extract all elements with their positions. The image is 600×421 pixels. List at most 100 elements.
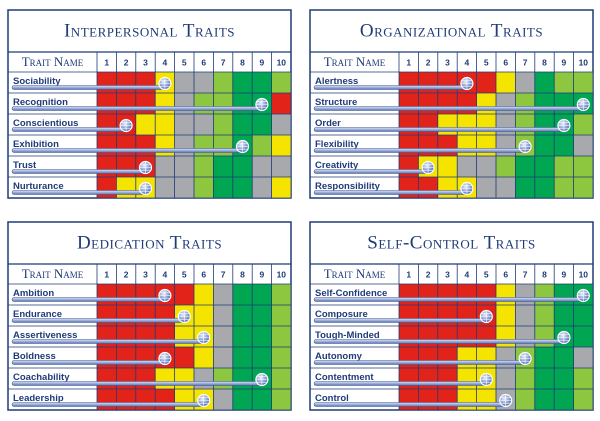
column-number: 7 [221,57,226,67]
score-cell [418,177,438,198]
score-cell [194,114,214,135]
score-cell [213,326,233,347]
knob-globe [519,140,532,153]
column-number: 4 [465,269,470,279]
column-number: 1 [406,269,411,279]
score-cell [399,114,419,135]
score-cell [252,326,272,347]
score-cell [194,284,214,305]
trait-name: Endurance [13,309,62,320]
score-cell [457,284,477,305]
score-cell [232,389,253,410]
score-cell [437,177,458,198]
trait-name: Sociability [13,76,61,87]
column-number: 3 [143,57,148,67]
score-cell [194,347,214,368]
score-cell [155,93,175,114]
score-cell [232,114,253,135]
score-cell [554,156,574,177]
score-cell [116,72,136,93]
trait-name: Autonomy [315,351,363,362]
knob-globe [519,352,532,365]
score-cell [232,177,253,198]
score-slider [11,360,166,365]
score-cell [252,389,272,410]
score-cell [135,114,156,135]
score-cell [496,135,516,156]
score-cell [437,135,458,156]
score-cell [457,326,477,347]
score-cell [174,156,194,177]
column-number: 8 [542,269,547,279]
score-slider [313,339,565,344]
score-slider [11,85,166,90]
score-cell [476,72,496,93]
column-number: 10 [579,269,589,279]
score-cell [418,93,438,114]
score-cell [457,368,477,389]
score-cell [515,284,535,305]
score-cell [534,305,555,326]
score-cell [534,156,555,177]
score-cell [399,347,419,368]
score-cell [135,347,156,368]
score-cell [534,284,555,305]
score-cell [232,93,253,114]
score-cell [399,305,419,326]
score-cell [116,284,136,305]
score-cell [116,156,136,177]
column-number: 8 [240,57,245,67]
column-number: 7 [523,57,528,67]
score-slider [11,127,127,132]
score-cell [515,72,535,93]
score-cell [437,93,458,114]
score-cell [232,368,253,389]
knob-globe [480,310,493,323]
score-cell [174,347,194,368]
knob-globe [197,331,210,344]
score-cell [97,326,117,347]
score-cell [116,326,136,347]
trait-name: Coachability [13,372,70,383]
column-number: 7 [221,269,226,279]
score-cell [116,368,136,389]
knob-globe [139,161,152,174]
score-cell [437,347,458,368]
score-cell [97,135,117,156]
score-cell [418,326,438,347]
knob-globe [255,98,268,111]
score-cell [271,135,291,156]
score-cell [194,135,214,156]
score-cell [252,284,272,305]
score-cell [534,72,555,93]
column-number: 4 [163,269,168,279]
score-cell [554,93,574,114]
score-cell [496,368,516,389]
score-cell [418,389,438,410]
knob-globe [460,77,473,90]
score-cell [476,389,496,410]
column-number: 10 [277,269,287,279]
score-slider [313,190,468,195]
score-cell [116,177,136,198]
score-cell [457,93,477,114]
trait-header: Trait Name [22,54,84,69]
score-cell [213,368,233,389]
score-cell [271,368,291,389]
trait-name: Conscientious [13,118,78,129]
score-cell [271,284,291,305]
trait-header: Trait Name [22,266,84,281]
score-cell [496,284,516,305]
score-cell [252,156,272,177]
panel-title: Interpersonal Traits [64,20,235,41]
column-number: 2 [124,269,129,279]
score-cell [573,305,593,326]
score-cell [457,347,477,368]
trait-name: Structure [315,97,357,108]
column-number: 2 [426,269,431,279]
score-cell [97,72,117,93]
column-number: 6 [201,269,206,279]
score-cell [573,72,593,93]
column-number: 6 [201,57,206,67]
